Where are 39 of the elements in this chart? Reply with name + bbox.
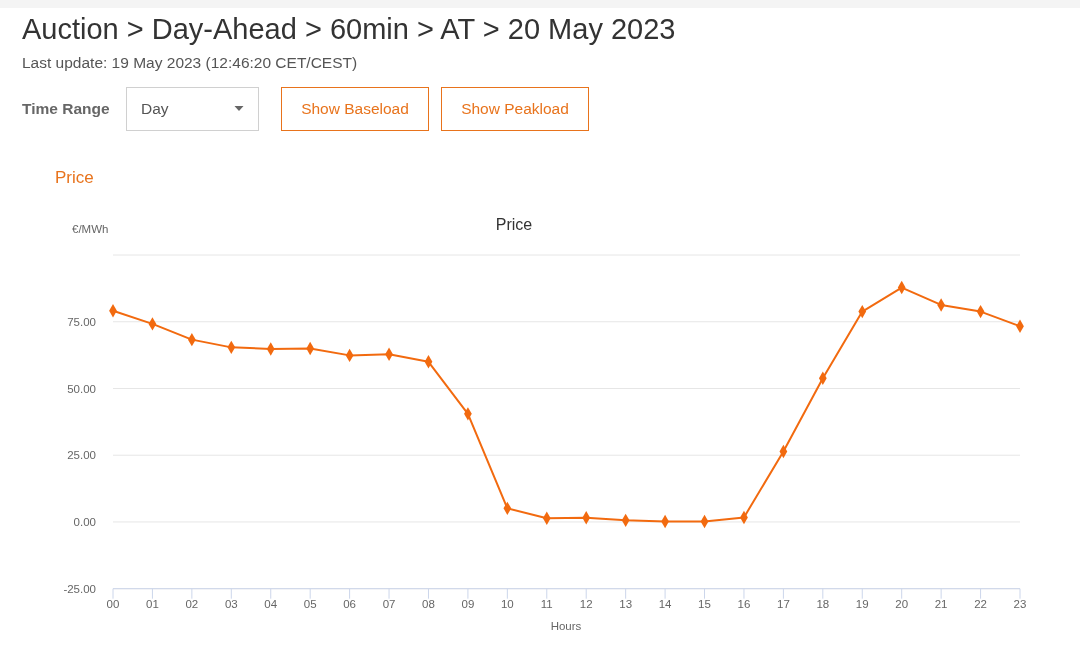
- x-tick-label: 22: [974, 598, 987, 610]
- button: Show Baseload: [281, 87, 429, 131]
- x-tick-label: 09: [461, 598, 475, 610]
- x-tick-label: 23: [1013, 598, 1027, 610]
- x-tick-label: 14: [658, 598, 673, 610]
- x-tick-label: 18: [816, 598, 830, 610]
- x-tick-label: 06: [343, 598, 357, 610]
- y-tick-label: 75.00: [67, 315, 96, 328]
- x-tick-label: 01: [146, 598, 159, 610]
- x-tick-label: 08: [422, 598, 435, 610]
- chart-title: Auction > Day-Ahead > 60min > AT > 20 May 2023: [22, 13, 676, 45]
- x-tick-label: 20: [895, 598, 909, 610]
- button: Show Peakload: [441, 87, 589, 131]
- x-tick-label: 15: [698, 598, 711, 610]
- x-tick-label: 10: [500, 598, 514, 610]
- text: Time Range: [22, 100, 110, 117]
- text: Price: [495, 216, 533, 233]
- x-tick-label: 11: [540, 598, 553, 610]
- y-axis-title: €/MWh: [72, 223, 109, 235]
- x-tick-label: 17: [776, 598, 790, 610]
- chart-subtitle: Last update: 19 May 2023 (12:46:20 CET/CEST): [22, 54, 358, 71]
- y-tick-label: 0.00: [73, 515, 96, 528]
- x-tick-label: 02: [185, 598, 199, 610]
- x-tick-label: 19: [855, 598, 869, 610]
- x-tick-label: 12: [579, 598, 593, 610]
- text: Price: [55, 168, 94, 187]
- y-tick-label: 50.00: [67, 382, 96, 395]
- x-tick-label: 05: [303, 598, 317, 610]
- x-tick-label: 04: [264, 598, 278, 610]
- x-tick-label: 13: [619, 598, 633, 610]
- x-tick-label: 00: [106, 598, 120, 610]
- x-tick-label: 03: [224, 598, 238, 610]
- x-axis-title: Hours: [550, 620, 582, 632]
- x-tick-label: 16: [737, 598, 751, 610]
- x-tick-label: 07: [382, 598, 396, 610]
- x-tick-label: 21: [934, 598, 948, 610]
- y-tick-label: -25.00: [63, 582, 96, 595]
- dropdown-field: Day: [126, 87, 259, 131]
- y-tick-label: 25.00: [67, 449, 96, 462]
